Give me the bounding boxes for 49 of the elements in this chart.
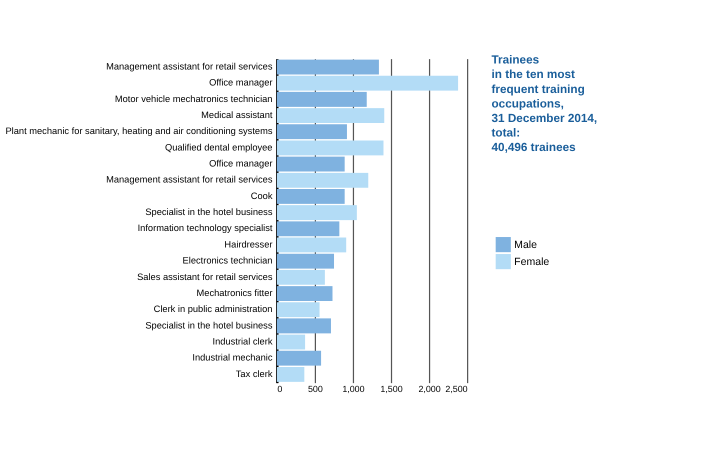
bar <box>276 318 331 334</box>
y-tick-label: Medical assistant <box>201 110 273 120</box>
text: Trainees in the ten most frequent training occupations, 31 December 2014, total: 40,496 trainees <box>492 54 598 154</box>
y-tick-label: Office manager <box>209 158 272 169</box>
y-tick-label: Management assistant for retail services <box>106 61 273 72</box>
y-tick-label: Hairdresser <box>224 239 272 250</box>
x-tick-label: 0 <box>277 384 282 394</box>
y-tick-label: Industrial clerk <box>212 336 273 346</box>
bar <box>276 92 367 107</box>
x-tick-label: 1,000 <box>342 384 365 394</box>
bar <box>276 205 357 220</box>
x-tick-label: 500 <box>308 384 323 394</box>
y-tick-label: Office manager <box>209 78 272 88</box>
y-tick-label: Mechatronics fitter <box>196 288 272 298</box>
bar <box>276 350 322 366</box>
y-tick-label: Clerk in public administration <box>154 304 272 314</box>
y-tick-label: Information technology specialist <box>138 223 273 234</box>
y-tick-label: Cook <box>250 190 273 201</box>
legend-label: Male <box>514 238 538 251</box>
legend-label: Female <box>514 256 550 268</box>
y-tick-label: Motor vehicle mechatronics technician <box>114 94 272 104</box>
bar <box>276 60 379 74</box>
x-tick-label: 2,000 <box>418 384 441 394</box>
y-tick-label: Plant mechanic for sanitary, heating and air conditioning systems <box>5 126 273 136</box>
bar <box>276 108 384 123</box>
x-tick-label: 1,500 <box>380 384 403 394</box>
bar <box>276 156 345 172</box>
y-tick-label: Electronics technician <box>182 256 272 266</box>
x-tick-label: 2,500 <box>445 384 468 394</box>
y-tick-label: Sales assistant for retail services <box>137 272 273 282</box>
y-tick-label: Management assistant for retail services <box>106 174 273 185</box>
bar <box>276 140 384 156</box>
bar <box>276 254 334 269</box>
bar <box>276 76 458 91</box>
bar <box>276 238 346 252</box>
y-tick-label: Industrial mechanic <box>192 352 273 363</box>
bar <box>276 189 345 204</box>
bar <box>276 172 368 188</box>
y-tick-label: Qualified dental employee <box>164 142 272 152</box>
bar <box>276 366 304 382</box>
y-tick-label: Specialist in the hotel business <box>145 207 273 218</box>
bar <box>276 124 347 140</box>
bar <box>276 270 325 285</box>
y-tick-label: Specialist in the hotel business <box>145 320 273 330</box>
bar <box>276 302 320 318</box>
bar <box>276 286 332 301</box>
bar <box>276 221 340 236</box>
bar <box>276 334 306 350</box>
y-tick-label: Tax clerk <box>236 368 273 379</box>
